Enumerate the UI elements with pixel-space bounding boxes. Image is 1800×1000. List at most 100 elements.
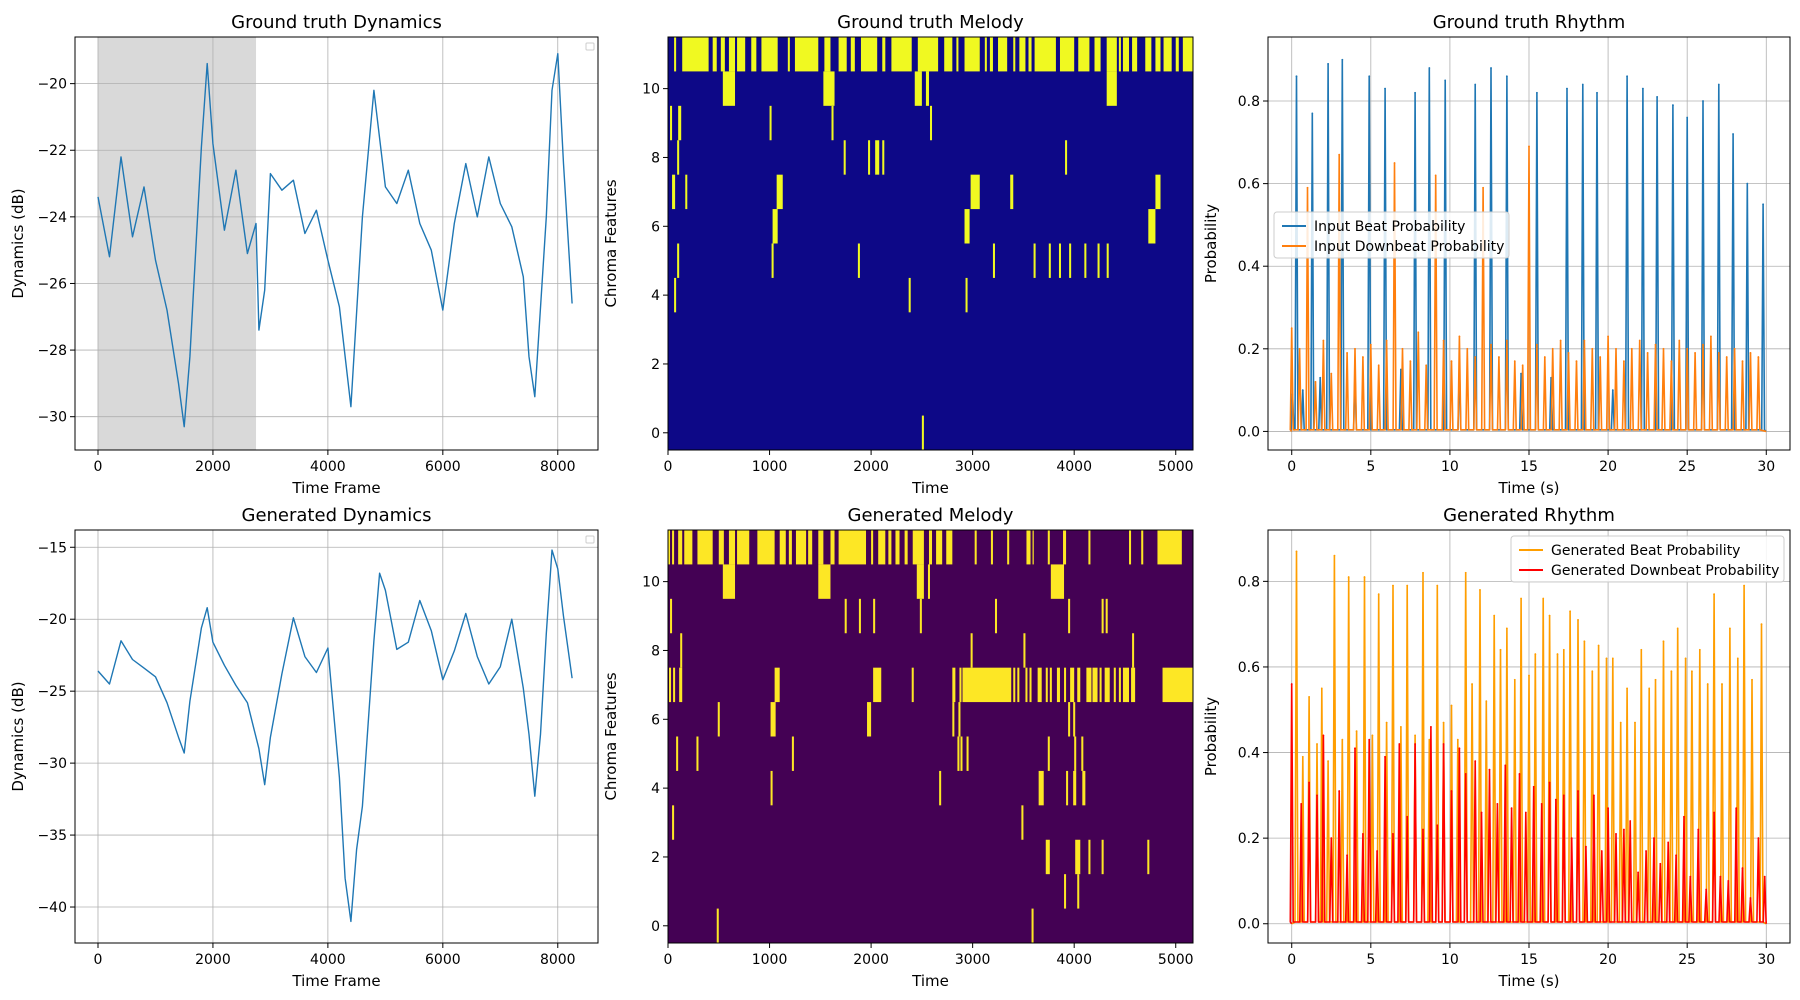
peak-point bbox=[1442, 743, 1445, 745]
peak-point bbox=[1676, 627, 1679, 630]
peak-point bbox=[1762, 203, 1765, 206]
chart-gt-rhythm: 0 5 10 15 20 25 30 0.0 0.2 0.4 0.6 0.8 Ground truth … bbox=[1202, 12, 1791, 497]
peak-point bbox=[1630, 347, 1633, 350]
heatmap-cell bbox=[717, 702, 720, 737]
heatmap-cell bbox=[952, 702, 955, 737]
heatmap-cell bbox=[873, 667, 882, 703]
peak-point bbox=[1422, 571, 1424, 574]
legend-box-empty bbox=[585, 535, 595, 544]
legend: Generated Beat Probability Generated Down… bbox=[1510, 535, 1785, 583]
peak-point bbox=[1505, 627, 1508, 630]
heatmap-cell bbox=[904, 530, 908, 565]
heatmap-cell bbox=[1118, 667, 1121, 703]
peak-point bbox=[1583, 640, 1586, 643]
heatmap-cell bbox=[964, 37, 980, 72]
peak-point bbox=[1559, 339, 1562, 342]
heatmap-cell bbox=[672, 174, 676, 210]
peak-point bbox=[1376, 850, 1379, 852]
heatmap-cell bbox=[1105, 598, 1108, 634]
peak-point bbox=[1327, 760, 1330, 763]
heatmap-cell bbox=[962, 667, 1012, 703]
heatmap-cell bbox=[673, 667, 676, 703]
y-axis-label: Probability bbox=[1202, 697, 1220, 776]
shaded-region bbox=[97, 37, 257, 450]
heatmap-cell bbox=[1059, 37, 1075, 72]
x-tick-label: 25 bbox=[1678, 459, 1696, 475]
heatmap-cell bbox=[668, 530, 671, 565]
heatmap-cell bbox=[946, 530, 953, 565]
peak-point bbox=[1464, 773, 1467, 775]
peak-point bbox=[1577, 618, 1579, 621]
peak-point bbox=[1600, 850, 1603, 852]
heatmap-cell bbox=[791, 736, 794, 771]
peak-point bbox=[1746, 182, 1749, 185]
peak-point bbox=[1327, 62, 1330, 65]
peak-point bbox=[1757, 837, 1760, 840]
y-tick-label: 0.0 bbox=[1238, 424, 1260, 440]
peak-point bbox=[1384, 87, 1386, 90]
heatmap-cell bbox=[974, 530, 977, 565]
peak-point bbox=[1741, 867, 1744, 870]
heatmap-cell bbox=[1019, 37, 1026, 72]
y-tick-label: 6 bbox=[651, 219, 660, 235]
heatmap-cell bbox=[670, 105, 673, 141]
peak-point bbox=[1615, 347, 1617, 350]
peak-point bbox=[1615, 832, 1617, 835]
heatmap-cell bbox=[1010, 174, 1014, 210]
heatmap-cell bbox=[992, 243, 995, 278]
heatmap-cell bbox=[1086, 667, 1092, 703]
heatmap-cell bbox=[1063, 530, 1067, 565]
peak-point bbox=[1638, 339, 1641, 342]
peak-point bbox=[1362, 356, 1364, 358]
heatmap-cell bbox=[1131, 667, 1136, 703]
peak-point bbox=[1629, 820, 1632, 822]
y-tick-label: 6 bbox=[651, 712, 660, 728]
heatmap-cell bbox=[1094, 37, 1101, 72]
peak-point bbox=[1757, 356, 1760, 358]
heatmap-cell bbox=[1068, 598, 1071, 634]
heatmap-cell bbox=[1065, 140, 1068, 175]
heatmap-cell bbox=[1148, 209, 1156, 244]
heatmap-cell bbox=[860, 37, 878, 72]
x-tick-label: 5000 bbox=[1158, 952, 1194, 968]
legend-label: Generated Beat Probability bbox=[1551, 543, 1740, 559]
peak-point bbox=[1540, 803, 1543, 805]
peak-point bbox=[1581, 83, 1584, 86]
heatmap-cell bbox=[1088, 530, 1091, 565]
heatmap-cell bbox=[1029, 667, 1032, 703]
y-tick-label: 10 bbox=[642, 82, 660, 98]
heatmap-cell bbox=[1064, 667, 1067, 703]
peak-point bbox=[1513, 360, 1516, 363]
y-axis-label: Dynamics (dB) bbox=[9, 188, 27, 298]
peak-point bbox=[1488, 768, 1491, 771]
heatmap-cell bbox=[737, 37, 746, 72]
peak-point bbox=[1528, 674, 1530, 677]
y-tick-label: 0.8 bbox=[1238, 574, 1260, 590]
peak-point bbox=[1672, 104, 1674, 107]
heatmap-cell bbox=[1157, 530, 1182, 565]
peak-point bbox=[1422, 828, 1424, 831]
heatmap-cell bbox=[1141, 530, 1144, 565]
chart-gen-dynamics: 0 2000 4000 6000 8000 −40 −35 −30 −25 −20 −15 Gener… bbox=[9, 505, 599, 990]
peak-point bbox=[1543, 356, 1546, 358]
chart-title: Ground truth Dynamics bbox=[231, 12, 442, 33]
heatmap-cell bbox=[916, 564, 924, 599]
heatmap-cell bbox=[1028, 37, 1032, 72]
peak-point bbox=[1592, 794, 1595, 797]
x-tick-label: 0 bbox=[664, 952, 673, 968]
chart-title: Generated Melody bbox=[848, 505, 1014, 526]
heatmap-cell bbox=[674, 277, 677, 313]
y-tick-label: −35 bbox=[37, 828, 67, 844]
heatmap-cell bbox=[914, 71, 922, 106]
heatmap-cell bbox=[682, 37, 709, 72]
peak-point bbox=[1474, 83, 1477, 86]
heatmap-cell bbox=[776, 174, 783, 210]
heatmap-cell bbox=[808, 530, 813, 565]
peak-point bbox=[1428, 67, 1431, 69]
heatmap-cell bbox=[1007, 530, 1010, 565]
series-line bbox=[1289, 145, 1767, 433]
peak-point bbox=[1330, 837, 1333, 840]
peak-point bbox=[1585, 845, 1587, 848]
heatmap-cell bbox=[871, 530, 874, 565]
heatmap-cell bbox=[1132, 633, 1135, 668]
